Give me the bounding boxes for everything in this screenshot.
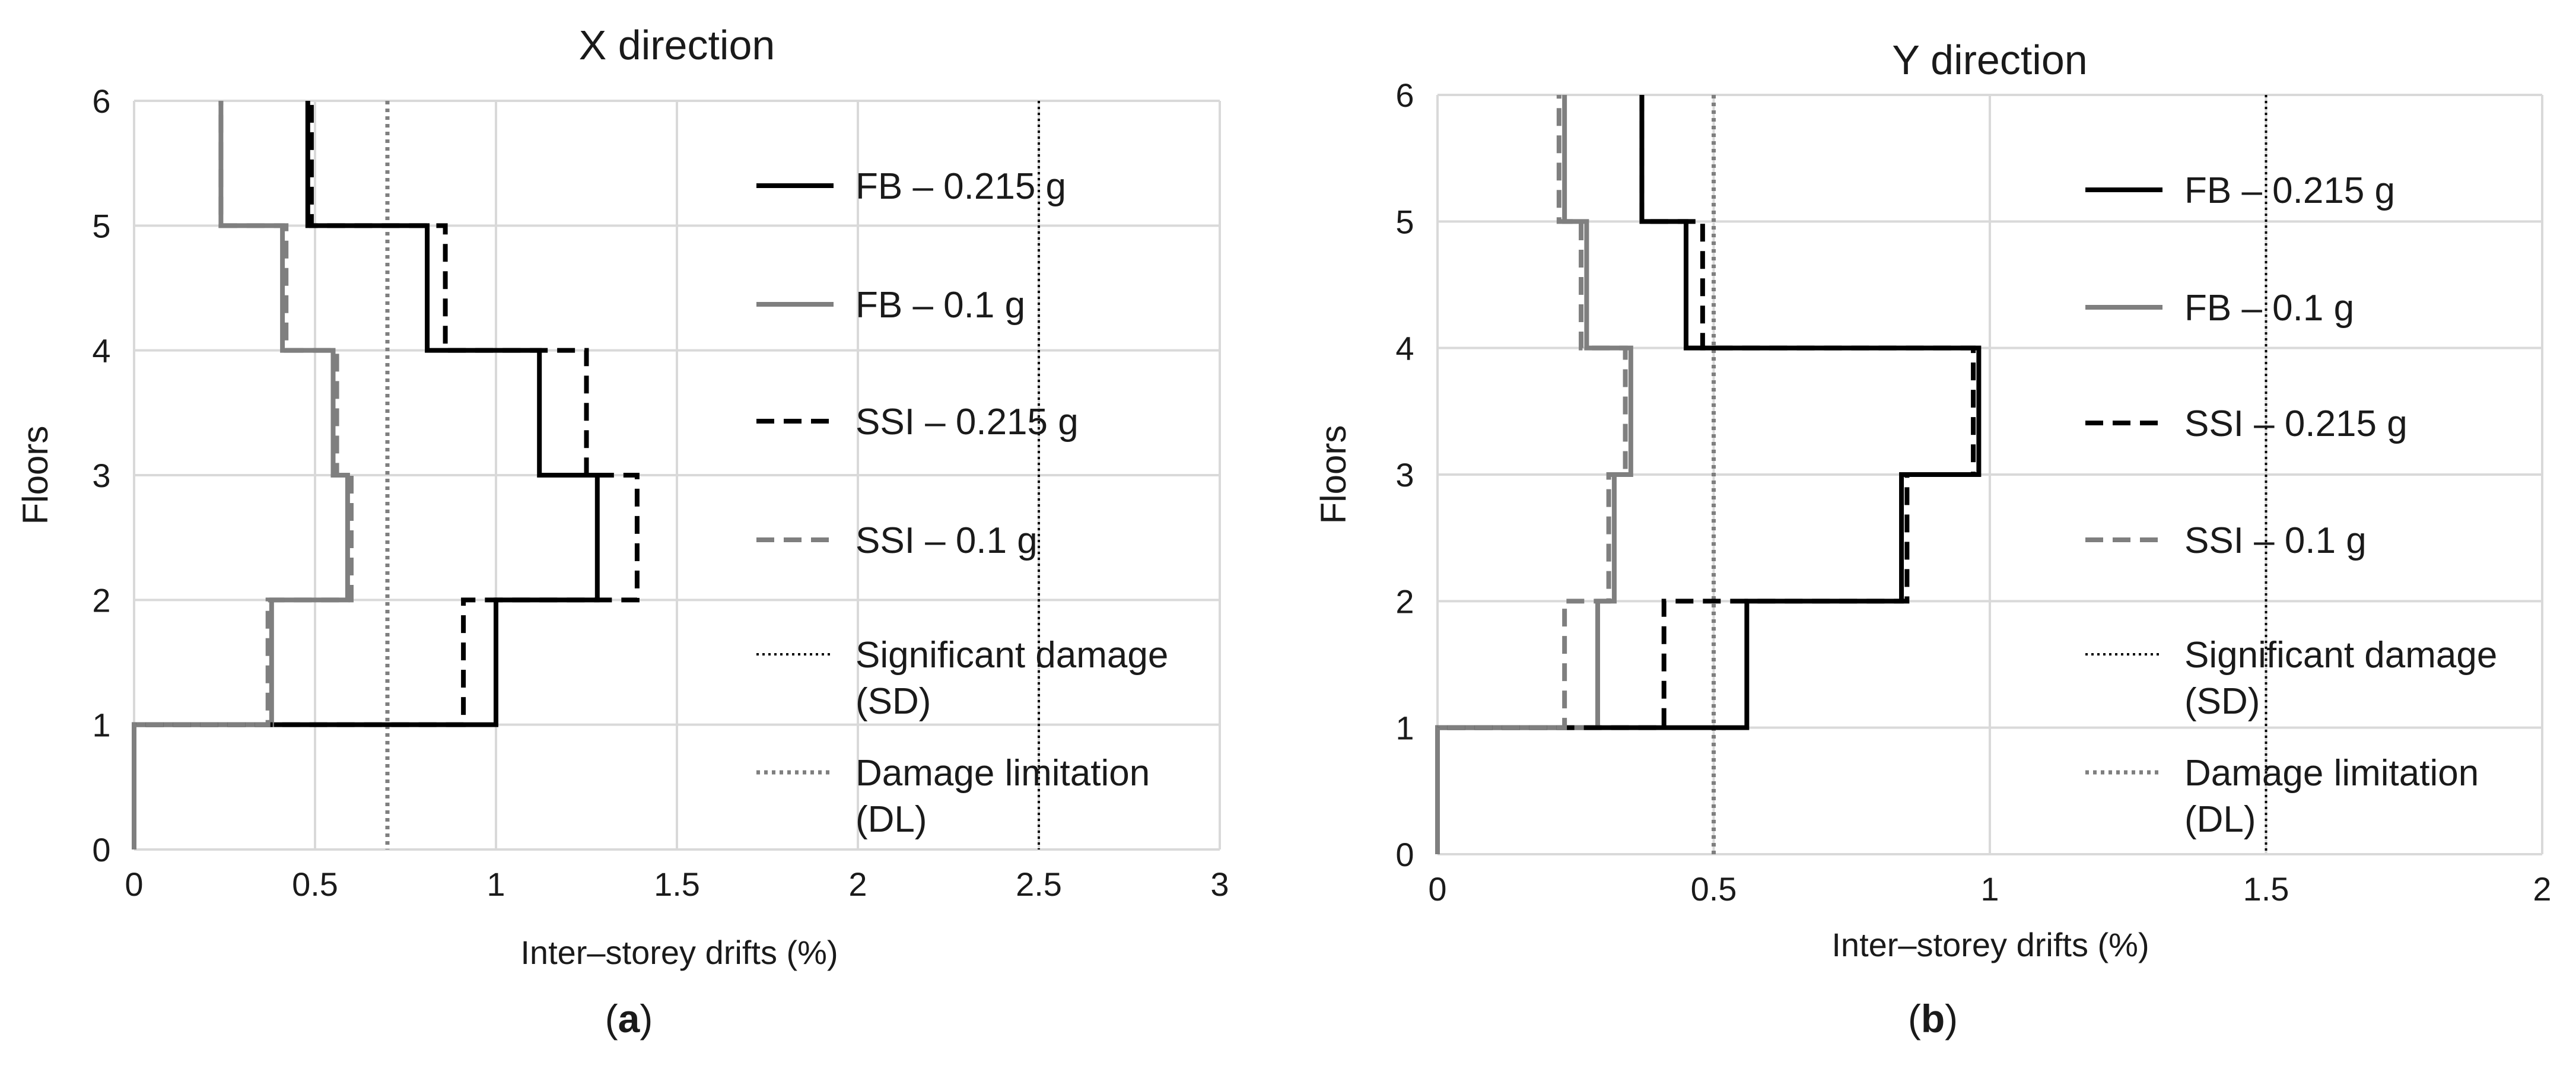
x-tick-label: 0.5	[1691, 870, 1737, 908]
panel-tag: (a)	[605, 997, 653, 1040]
x-tick-label: 1.5	[654, 865, 700, 903]
chart-x-direction: 0 0.5 1 1.5 2 2.5 3 0 1 2 3 4 5 6 X direction Inter–sto…	[15, 22, 1229, 1040]
y-tick-label: 6	[92, 82, 110, 120]
legend-label-0: FB – 0.215 g	[856, 166, 1066, 207]
x-tick-label: 2	[848, 865, 867, 903]
y-tick-label: 0	[1395, 836, 1414, 873]
x-tick-label: 3	[1210, 865, 1229, 903]
chart-y-direction: 0 0.5 1 1.5 2 0 1 2 3 4 5 6 Y direction Inter–storey …	[1314, 37, 2552, 1040]
y-tick-label: 6	[1395, 77, 1414, 114]
y-tick-label: 0	[92, 831, 110, 868]
legend-label-2: SSI – 0.215 g	[2184, 403, 2408, 444]
y-tick-label: 2	[1395, 583, 1414, 620]
x-tick-label: 1	[1980, 870, 1999, 908]
y-tick-label: 1	[1395, 709, 1414, 747]
x-axis-label: Inter–storey drifts (%)	[520, 934, 838, 971]
chart-title: X direction	[579, 22, 775, 68]
y-axis-label: Floors	[15, 426, 55, 525]
chart-title: Y direction	[1892, 37, 2087, 83]
legend-limit-label-1: (DL)	[856, 799, 927, 840]
legend-limit-label-1: (DL)	[2184, 799, 2256, 840]
legend-label-0: FB – 0.215 g	[2184, 170, 2395, 211]
y-tick-label: 5	[1395, 203, 1414, 240]
x-tick-label: 0.5	[292, 865, 338, 903]
x-tick-label: 2.5	[1016, 865, 1062, 903]
y-tick-label: 4	[92, 332, 110, 370]
panel-tag: (b)	[1908, 997, 1958, 1040]
y-tick-label: 1	[92, 707, 110, 744]
y-tick-label: 3	[92, 457, 110, 494]
x-tick-label: 1	[486, 865, 505, 903]
legend-limit-label-0: Significant damage	[2184, 635, 2497, 676]
y-axis-label: Floors	[1314, 425, 1353, 524]
legend-label-1: FB – 0.1 g	[856, 285, 1025, 326]
legend-limit-label-0: (SD)	[856, 681, 931, 722]
legend-label-3: SSI – 0.1 g	[2184, 520, 2367, 561]
panel-tag-letter: a	[618, 997, 641, 1040]
legend-label-3: SSI – 0.1 g	[856, 520, 1038, 561]
y-tick-label: 3	[1395, 456, 1414, 494]
legend-limit-label-0: Significant damage	[856, 635, 1168, 676]
legend-label-2: SSI – 0.215 g	[856, 402, 1079, 443]
x-tick-label: 1.5	[2243, 870, 2289, 908]
series-line-2	[1435, 95, 1976, 854]
x-axis-label: Inter–storey drifts (%)	[1831, 926, 2149, 963]
panel-tag-letter: b	[1921, 997, 1945, 1040]
y-tick-label: 2	[92, 581, 110, 619]
x-tick-label: 0	[125, 865, 143, 903]
legend-limit-label-0: (SD)	[2184, 681, 2260, 722]
legend-limit-label-1: Damage limitation	[856, 753, 1150, 794]
series-line-3	[1435, 95, 1628, 854]
series-line-2	[132, 101, 640, 849]
series-line-3	[132, 101, 354, 849]
y-tick-label: 5	[92, 207, 110, 244]
x-tick-label: 2	[2533, 870, 2551, 908]
legend-label-1: FB – 0.1 g	[2184, 288, 2354, 329]
x-tick-label: 0	[1428, 870, 1446, 908]
legend-limit-label-1: Damage limitation	[2184, 753, 2479, 794]
y-tick-label: 4	[1395, 330, 1414, 367]
